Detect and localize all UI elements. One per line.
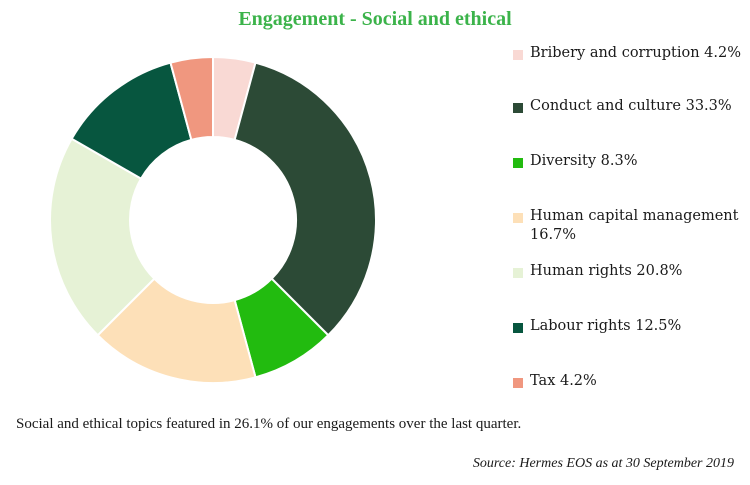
- donut-slice-conduct-and-culture: [233, 61, 377, 337]
- legend-swatch: [513, 268, 523, 278]
- legend-item-bribery-and-corruption: Bribery and corruption 4.2%: [513, 44, 750, 63]
- legend-swatch: [513, 103, 523, 113]
- legend-swatch: [513, 323, 523, 333]
- chart-title: Engagement - Social and ethical: [238, 8, 512, 30]
- legend-label: Tax 4.2%: [530, 373, 597, 389]
- chart-caption: Social and ethical topics featured in 26…: [16, 416, 522, 432]
- legend-swatch: [513, 213, 523, 223]
- donut-slice-human-rights: [49, 137, 156, 337]
- legend-label: Diversity 8.3%: [530, 153, 638, 169]
- legend-item-human-capital-management: Human capital management 16.7%: [513, 207, 750, 245]
- legend-item-tax: Tax 4.2%: [513, 372, 750, 391]
- legend-label: Labour rights 12.5%: [530, 318, 682, 334]
- legend-swatch: [513, 158, 523, 168]
- legend-label: Human rights 20.8%: [530, 263, 683, 279]
- legend-item-conduct-and-culture: Conduct and culture 33.3%: [513, 97, 750, 116]
- legend-label: Bribery and corruption 4.2%: [530, 45, 742, 61]
- legend-swatch: [513, 50, 523, 60]
- legend-item-labour-rights: Labour rights 12.5%: [513, 317, 750, 336]
- source-note: Source: Hermes EOS as at 30 September 20…: [472, 456, 734, 471]
- legend-swatch: [513, 378, 523, 388]
- legend-item-human-rights: Human rights 20.8%: [513, 262, 750, 281]
- legend-label: Human capital management 16.7%: [530, 208, 739, 243]
- donut-slice-human-capital-management: [96, 277, 257, 384]
- legend-item-diversity: Diversity 8.3%: [513, 152, 750, 171]
- legend-label: Conduct and culture 33.3%: [530, 98, 732, 114]
- donut-slice-tax: [169, 55, 214, 142]
